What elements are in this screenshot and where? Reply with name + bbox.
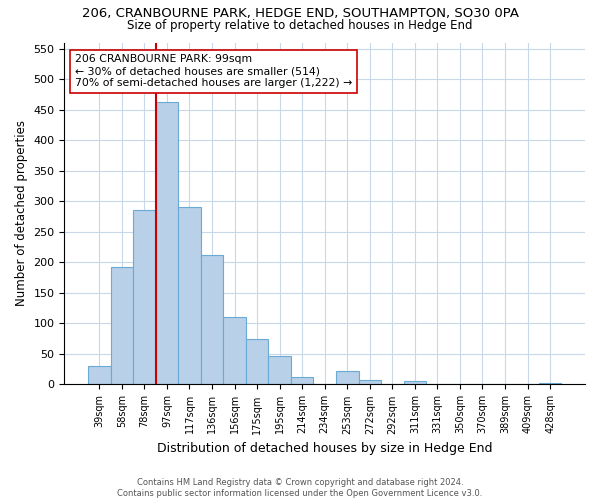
Bar [201,255,223,384]
Bar [291,376,313,384]
Text: 206, CRANBOURNE PARK, HEDGE END, SOUTHAMPTON, SO30 0PA: 206, CRANBOURNE PARK, HEDGE END, SOUTHAM… [82,8,518,20]
Bar [223,318,246,384]
Bar [268,356,291,384]
Text: 206 CRANBOURNE PARK: 99sqm
← 30% of detached houses are smaller (514)
70% of sem: 206 CRANBOURNE PARK: 99sqm ← 30% of deta… [75,54,352,88]
Text: Contains HM Land Registry data © Crown copyright and database right 2024.
Contai: Contains HM Land Registry data © Crown c… [118,478,482,498]
Bar [336,371,359,384]
Bar [359,380,381,384]
Bar [155,102,178,384]
Bar [404,382,426,384]
Y-axis label: Number of detached properties: Number of detached properties [15,120,28,306]
Bar [178,208,201,384]
Text: Size of property relative to detached houses in Hedge End: Size of property relative to detached ho… [127,18,473,32]
Bar [539,382,562,384]
X-axis label: Distribution of detached houses by size in Hedge End: Distribution of detached houses by size … [157,442,493,455]
Bar [88,366,110,384]
Bar [110,267,133,384]
Bar [133,210,155,384]
Bar [246,340,268,384]
